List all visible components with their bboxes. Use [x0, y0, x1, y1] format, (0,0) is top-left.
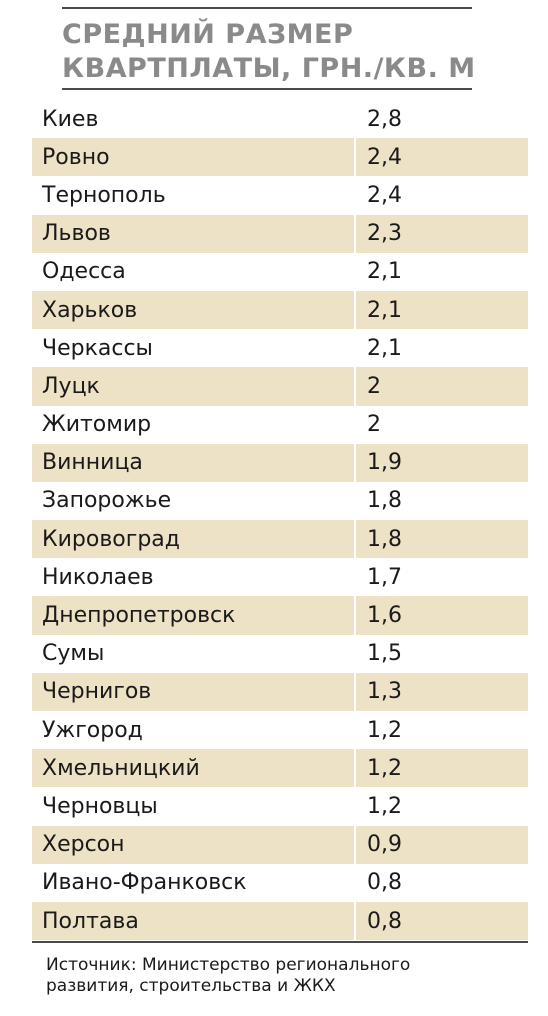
table-row: Харьков 2,1: [32, 290, 528, 330]
value-cell: 1,2: [356, 749, 528, 788]
value-cell: 1,8: [367, 488, 402, 514]
table-row: Херсон 0,9: [32, 825, 528, 864]
title-line-1: СРЕДНИЙ РАЗМЕР: [62, 19, 354, 50]
city-cell: Черкассы: [42, 335, 153, 361]
city-cell: Николаев: [42, 564, 154, 590]
title-bottom-rule: [62, 88, 472, 90]
city-cell: Киев: [42, 106, 99, 132]
title-line-2: КВАРТПЛАТЫ, ГРН./КВ. М: [62, 53, 476, 84]
table-row: Тернополь 2,4: [32, 176, 528, 214]
value-cell: 0,8: [367, 870, 402, 896]
value-cell: 1,9: [356, 443, 528, 482]
value-cell: 2,4: [367, 182, 402, 208]
value-cell: 1,8: [356, 520, 528, 559]
value-cell: 2: [356, 367, 528, 406]
city-cell: Харьков: [32, 290, 354, 330]
city-cell: Житомир: [42, 412, 152, 438]
table-row: Киев 2,8: [32, 100, 528, 138]
city-cell: Львов: [32, 214, 354, 253]
table-row: Кировоград 1,8: [32, 520, 528, 559]
table-row: Львов 2,3: [32, 214, 528, 253]
city-cell: Ровно: [32, 138, 354, 177]
table-row: Сумы 1,5: [32, 635, 528, 673]
city-cell: Тернополь: [42, 182, 166, 208]
value-cell: 2,1: [367, 335, 402, 361]
value-cell: 2,3: [356, 214, 528, 253]
table-row: Черкассы 2,1: [32, 329, 528, 367]
city-cell: Полтава: [32, 901, 354, 941]
table-row: Ивано-Франковск 0,8: [32, 864, 528, 902]
table-bottom-rule: [32, 941, 528, 943]
table-row: Полтава 0,8: [32, 901, 528, 941]
city-cell: Херсон: [32, 825, 354, 864]
city-cell: Черновцы: [42, 793, 158, 819]
value-cell: 1,2: [367, 717, 402, 743]
table-row: Луцк 2: [32, 367, 528, 406]
city-cell: Одесса: [42, 259, 126, 285]
table-row: Чернигов 1,3: [32, 672, 528, 711]
table-row: Ровно 2,4: [32, 138, 528, 177]
city-cell: Ивано-Франковск: [42, 870, 247, 896]
city-cell: Кировоград: [32, 520, 354, 559]
rent-table: Киев 2,8 Ровно 2,4 Тернополь 2,4 Львов 2,3 Одесс…: [32, 100, 528, 941]
source-note: Источник: Министерство регионального раз…: [46, 955, 506, 997]
table-row: Запорожье 1,8: [32, 482, 528, 520]
table-row: Одесса 2,1: [32, 253, 528, 291]
value-cell: 1,6: [356, 596, 528, 635]
city-cell: Хмельницкий: [32, 749, 354, 788]
table-title: СРЕДНИЙ РАЗМЕР КВАРТПЛАТЫ, ГРН./КВ. М: [62, 18, 522, 86]
value-cell: 1,5: [367, 641, 402, 667]
value-cell: 1,7: [367, 564, 402, 590]
city-cell: Днепропетровск: [32, 596, 354, 635]
city-cell: Винница: [32, 443, 354, 482]
value-cell: 2: [367, 412, 381, 438]
value-cell: 1,2: [367, 793, 402, 819]
value-cell: 2,4: [356, 138, 528, 177]
city-cell: Чернигов: [32, 672, 354, 711]
value-cell: 2,1: [356, 290, 528, 330]
source-line-2: развития, строительства и ЖКХ: [46, 976, 336, 996]
value-cell: 0,9: [356, 825, 528, 864]
title-top-rule: [62, 7, 472, 9]
table-row: Хмельницкий 1,2: [32, 749, 528, 788]
value-cell: 2,1: [367, 259, 402, 285]
source-line-1: Источник: Министерство регионального: [46, 955, 411, 975]
value-cell: 1,3: [356, 672, 528, 711]
city-cell: Сумы: [42, 641, 105, 667]
city-cell: Запорожье: [42, 488, 172, 514]
city-cell: Ужгород: [42, 717, 143, 743]
value-cell: 2,8: [367, 106, 402, 132]
table-row: Ужгород 1,2: [32, 711, 528, 749]
table-row: Винница 1,9: [32, 443, 528, 482]
table-row: Черновцы 1,2: [32, 787, 528, 825]
city-cell: Луцк: [32, 367, 354, 406]
table-row: Днепропетровск 1,6: [32, 596, 528, 635]
value-cell: 0,8: [356, 901, 528, 941]
table-row: Житомир 2: [32, 406, 528, 444]
table-row: Николаев 1,7: [32, 558, 528, 596]
